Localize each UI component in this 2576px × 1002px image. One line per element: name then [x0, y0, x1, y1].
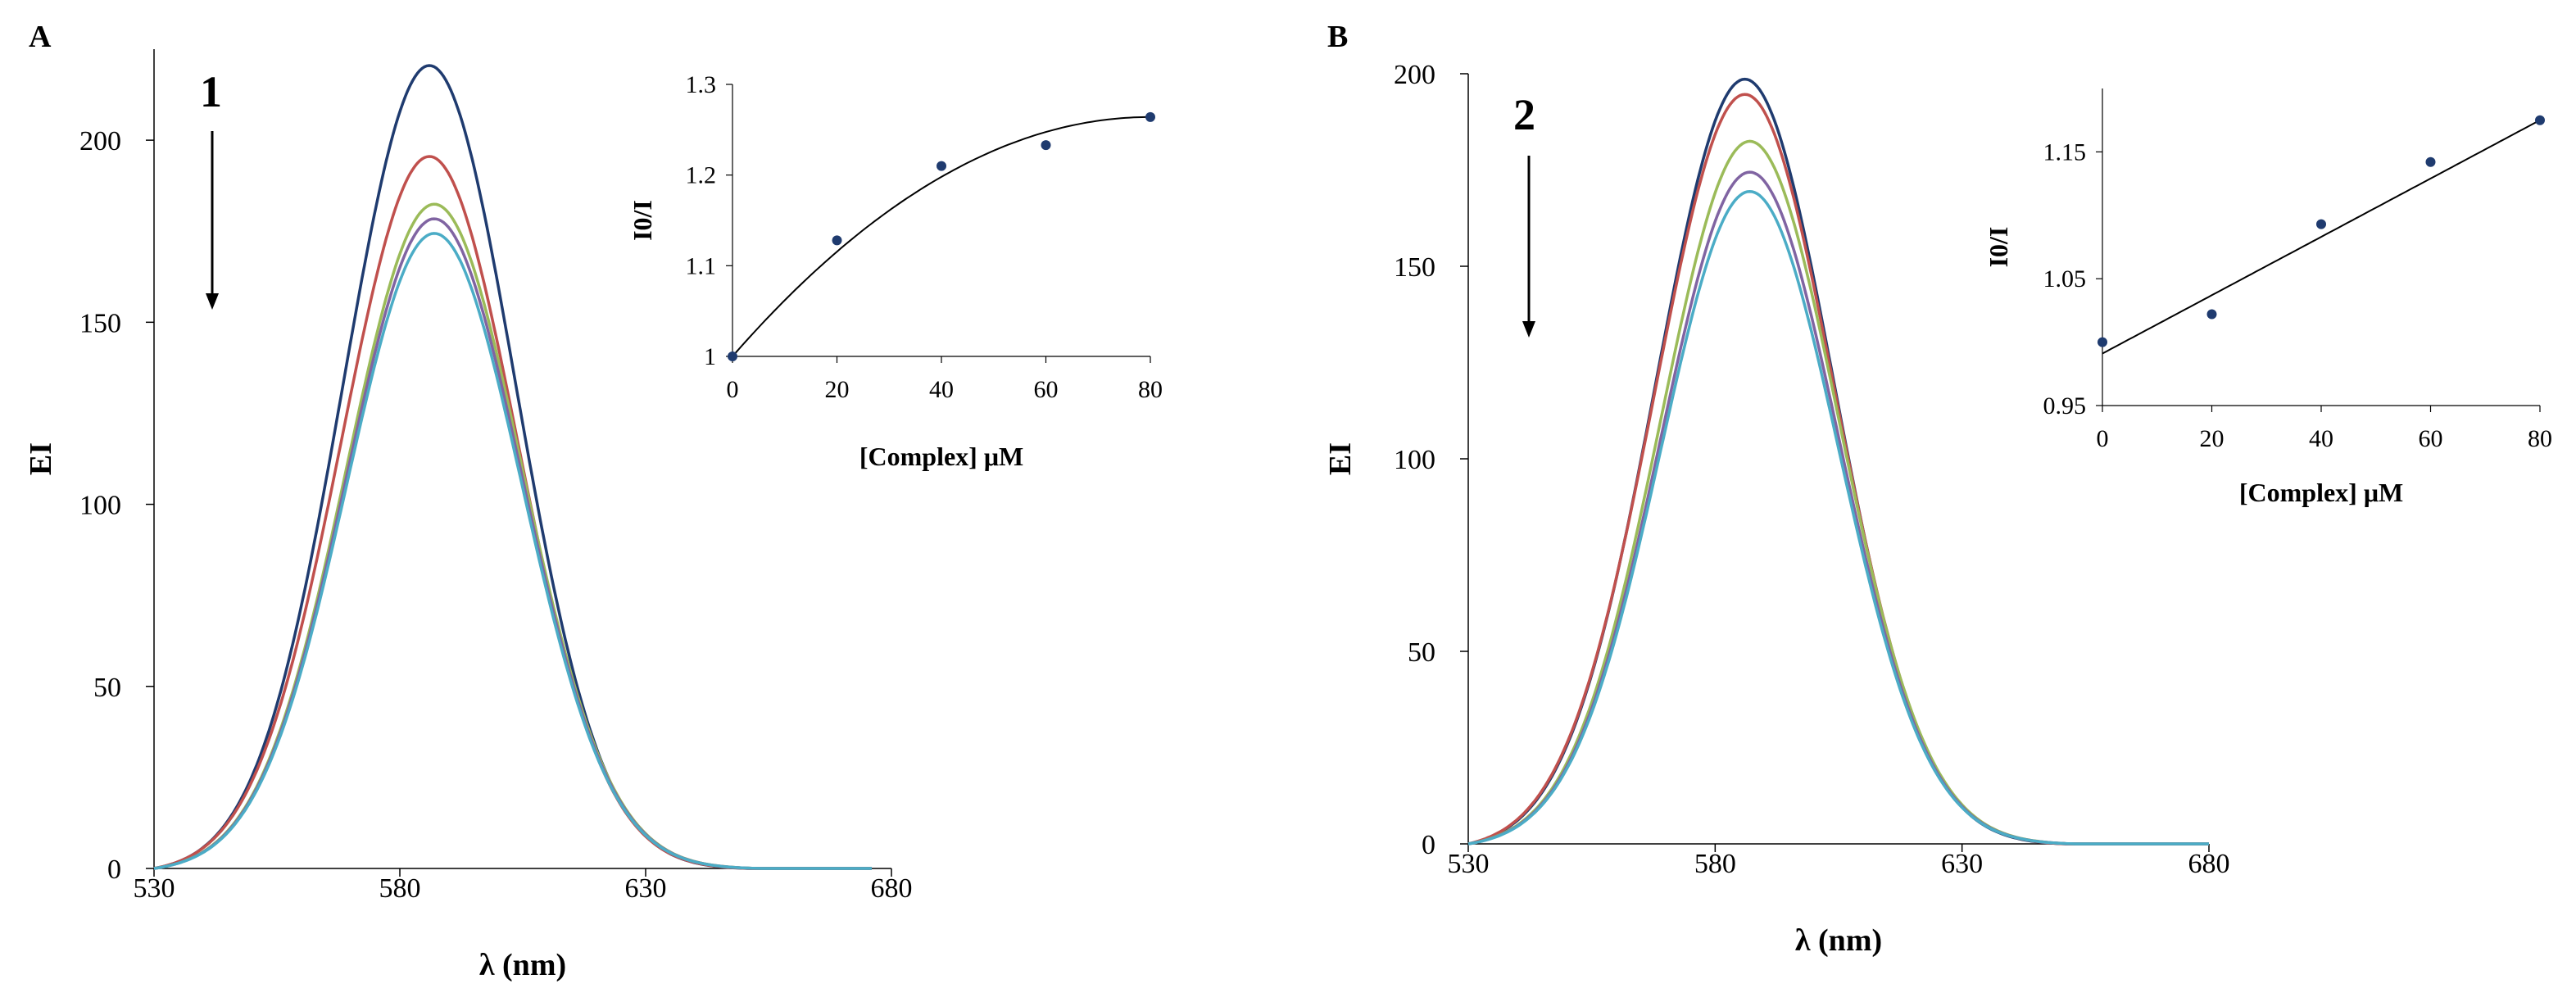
inset-data-point [2316, 219, 2326, 229]
inset-y-axis-title: I0/I [628, 200, 657, 241]
panel-b-label: B [1327, 20, 1348, 54]
panel-b-compound-label: 2 [1513, 90, 1535, 139]
x-tick-label: 530 [1448, 849, 1490, 879]
panel-a-inset-chart: 1 1.1 1.2 1.3 0 20 40 60 80 [Complex] μM I0/I [628, 71, 1163, 471]
y-tick-label: 200 [1394, 60, 1435, 90]
inset-data-point [2206, 309, 2217, 320]
inset-fit-line [2102, 119, 2541, 355]
inset-x-axis-title: [Complex] μM [859, 442, 1023, 471]
inset-y-axis-title: I0/I [1984, 227, 2013, 268]
panel-b-inset-chart: 0.95 1.05 1.15 0 20 40 60 80 [Complex] μM I0/I [1984, 88, 2552, 507]
inset-x-tick-label: 0 [2097, 425, 2109, 452]
inset-data-point [1041, 140, 1051, 151]
inset-x-tick-label: 80 [1138, 376, 1163, 403]
y-tick-label: 100 [79, 491, 121, 521]
inset-data-point [2098, 337, 2107, 347]
y-axis-title: EI [1323, 442, 1358, 475]
inset-y-tick-label: 1 [704, 343, 716, 370]
spectrum-line-series-4 [153, 217, 872, 870]
inset-y-tick-label: 1.15 [2043, 138, 2087, 165]
inset-y-tick-label: 1.05 [2043, 265, 2087, 292]
panel-a-label: A [29, 20, 52, 54]
inset-data-point [937, 161, 946, 171]
spectrum-line-series-3 [153, 202, 872, 870]
x-tick-label: 680 [2188, 849, 2230, 879]
spectrum-line-series-2 [153, 155, 872, 870]
inset-data-point [2425, 156, 2436, 167]
inset-y-tick-label: 1.3 [686, 71, 717, 98]
inset-y-tick-label: 1.2 [686, 162, 717, 189]
x-axis-title: λ (nm) [479, 948, 566, 982]
spectrum-line-series-2 [1467, 93, 2209, 846]
panel-a-compound-label: 1 [200, 67, 222, 116]
x-tick-label: 580 [379, 873, 421, 904]
y-tick-label: 100 [1394, 445, 1435, 475]
y-tick-label: 150 [1394, 252, 1435, 283]
spectrum-line-series-1 [1467, 77, 2209, 846]
x-tick-label: 680 [871, 873, 913, 904]
inset-x-tick-label: 60 [2419, 425, 2443, 452]
inset-x-tick-label: 80 [2528, 425, 2552, 452]
inset-x-tick-label: 20 [825, 376, 850, 403]
y-tick-label: 150 [79, 308, 121, 338]
x-tick-label: 530 [134, 873, 175, 904]
y-axis-title: EI [24, 442, 58, 475]
spectrum-line-series-5 [1467, 189, 2209, 846]
inset-fit-line [732, 116, 1151, 357]
inset-data-point [728, 351, 737, 361]
inset-x-tick-label: 20 [2200, 425, 2225, 452]
y-tick-label: 0 [107, 855, 121, 885]
inset-data-point [2535, 115, 2545, 125]
spectrum-line-series-1 [153, 64, 872, 870]
y-tick-label: 0 [1422, 830, 1435, 860]
panel-b-arrow-head [1522, 321, 1535, 338]
inset-x-tick-label: 40 [2309, 425, 2333, 452]
inset-x-tick-label: 40 [929, 376, 954, 403]
y-tick-label: 200 [79, 126, 121, 156]
y-tick-label: 50 [1408, 637, 1435, 668]
inset-x-tick-label: 0 [727, 376, 739, 403]
x-tick-label: 580 [1694, 849, 1736, 879]
inset-y-tick-label: 0.95 [2043, 392, 2087, 419]
inset-data-point [1145, 111, 1155, 122]
inset-y-tick-label: 1.1 [686, 252, 717, 279]
inset-x-tick-label: 60 [1034, 376, 1059, 403]
x-axis-title: λ (nm) [1795, 923, 1882, 958]
panel-a-arrow-head [206, 293, 219, 310]
spectrum-line-series-5 [153, 232, 872, 870]
x-tick-label: 630 [625, 873, 667, 904]
x-tick-label: 630 [1941, 849, 1983, 879]
y-tick-label: 50 [93, 673, 121, 703]
inset-data-point [832, 235, 842, 246]
inset-x-axis-title: [Complex] μM [2239, 478, 2403, 507]
